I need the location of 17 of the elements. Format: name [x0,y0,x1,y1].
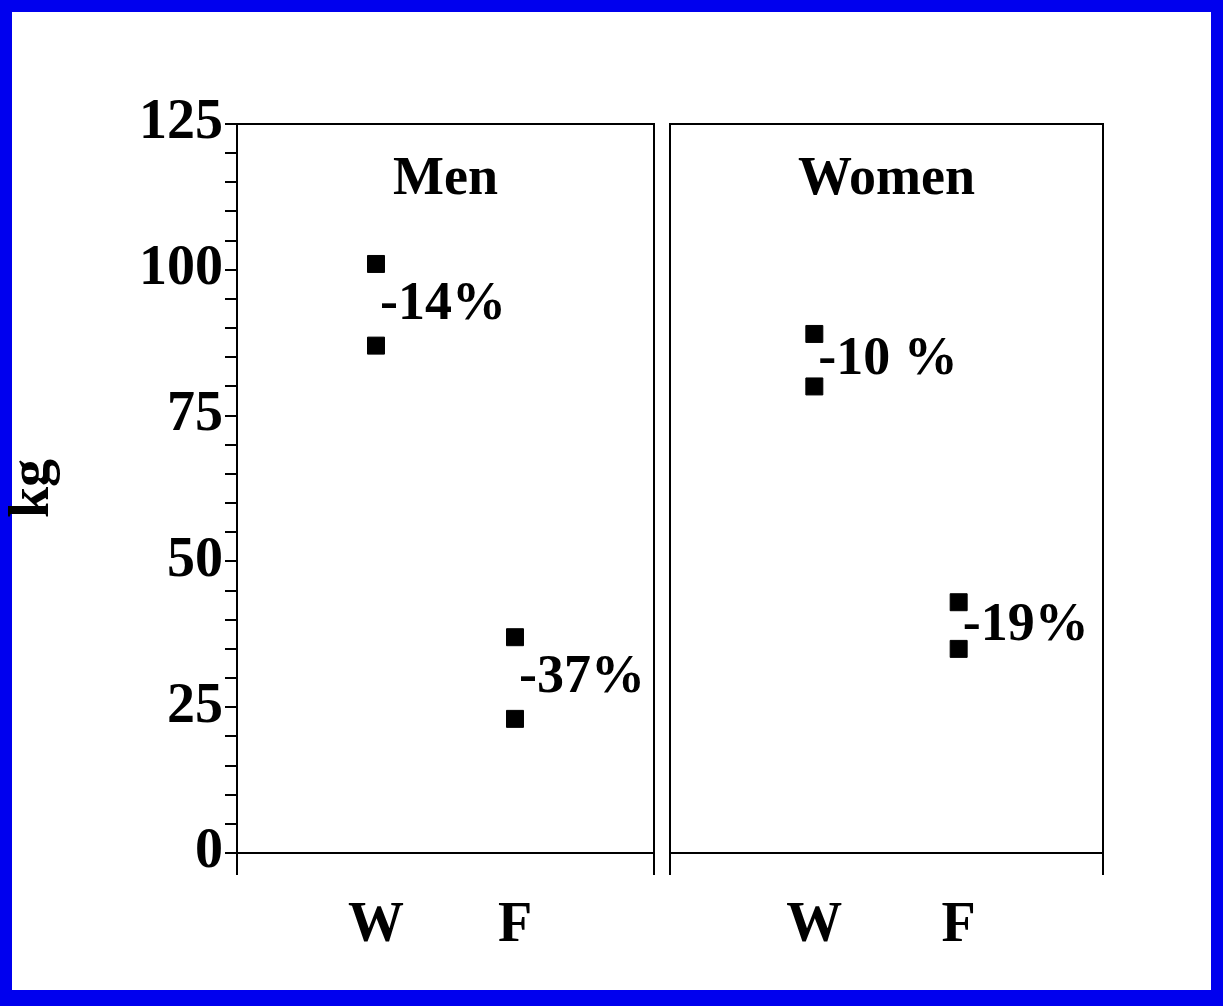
annotation: -37% [519,643,645,704]
annotation: -14% [380,270,506,331]
x-tick-label: W [348,891,404,954]
y-tick-label: 50 [167,525,223,588]
x-tick-label: F [497,891,533,954]
x-tick-label: F [941,891,976,954]
y-tick-label: 75 [167,380,223,443]
y-tick-label: 125 [139,88,223,151]
y-axis-title: kg [0,458,61,519]
annotation: Men [393,145,498,206]
annotation: -19% [962,591,1089,652]
y-tick-label: 0 [195,817,223,880]
annotation: -10 % [818,326,958,387]
x-tick-label: W [786,891,843,954]
y-tick-label: 100 [139,234,223,297]
y-tick-label: 25 [167,671,223,734]
annotation: Women [797,145,976,206]
